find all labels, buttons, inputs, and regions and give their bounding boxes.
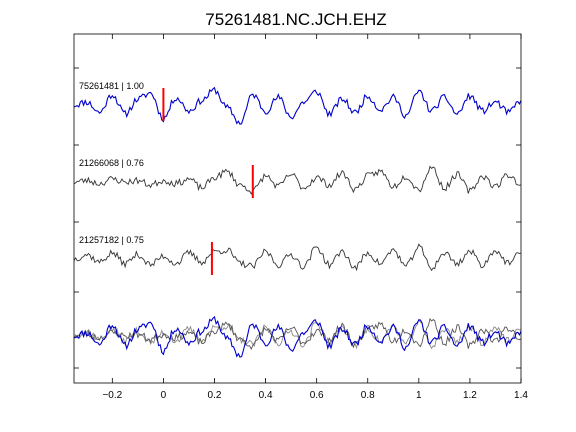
trace-label-2: 21266068 | 0.76 bbox=[79, 158, 144, 168]
x-tick-label-7: 1 bbox=[416, 390, 422, 401]
trace-labels-group: 75261481 | 1.00 21266068 | 0.76 21257182 |… bbox=[79, 81, 144, 245]
trace-line-1 bbox=[73, 86, 522, 125]
x-tick-label-3: 0.2 bbox=[208, 390, 222, 401]
x-tick-label-4: 0.4 bbox=[259, 390, 273, 401]
x-tick-label-6: 0.8 bbox=[361, 390, 375, 401]
trace-line-2 bbox=[73, 165, 522, 195]
stack-trace-2 bbox=[73, 317, 522, 351]
stack-trace-1 bbox=[73, 315, 522, 358]
trace-line-3 bbox=[73, 243, 522, 272]
x-tick-label-8: 1.2 bbox=[463, 390, 477, 401]
trace-label-1: 75261481 | 1.00 bbox=[79, 81, 144, 91]
chart-title: 75261481.NC.JCH.EHZ bbox=[205, 10, 386, 29]
trace-label-3: 21257182 | 0.75 bbox=[79, 235, 144, 245]
axes-group: −0.2 0 0.2 0.4 0.6 0.8 1 1.2 1.4 bbox=[73, 33, 528, 401]
traces-group bbox=[73, 86, 522, 358]
x-tick-label-5: 0.6 bbox=[310, 390, 324, 401]
pick-markers-group bbox=[162, 88, 254, 275]
x-tick-label-9: 1.4 bbox=[514, 390, 528, 401]
x-tick-label-2: 0 bbox=[161, 390, 167, 401]
plot-frame bbox=[73, 33, 522, 384]
x-tick-label-1: −0.2 bbox=[102, 390, 122, 401]
